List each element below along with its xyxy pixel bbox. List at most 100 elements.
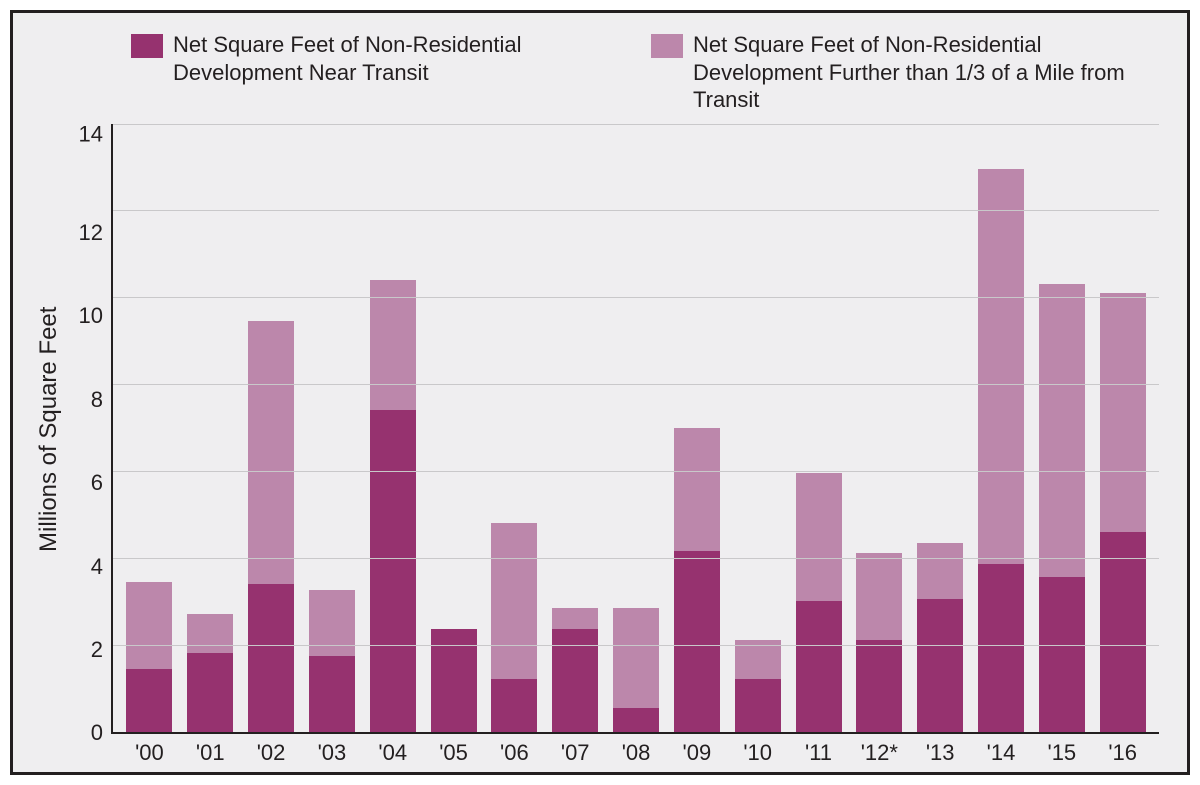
legend-swatch-further [651,34,683,58]
bar-slot [301,124,362,732]
bar-slot [423,124,484,732]
plot [111,124,1159,734]
chart-frame: Net Square Feet of Non-Residential Devel… [10,10,1190,775]
bar-segment-further [613,608,659,708]
bar-stack [552,608,598,732]
x-tick: '05 [423,740,484,766]
x-tick: '09 [666,740,727,766]
gridline [113,124,1159,125]
bar-slot [484,124,545,732]
bar-segment-near [856,640,902,731]
bar-segment-further [674,428,720,552]
bars-container [113,124,1159,732]
y-tick: 12 [67,220,103,246]
x-tick: '03 [301,740,362,766]
x-tick: '13 [910,740,971,766]
bar-slot [180,124,241,732]
bar-segment-further [248,321,294,584]
bar-stack [917,543,963,732]
legend-label-further: Net Square Feet of Non-Residential Devel… [693,31,1131,114]
legend-item-near: Net Square Feet of Non-Residential Devel… [131,31,611,114]
gridline [113,645,1159,646]
y-tick: 2 [67,637,103,663]
bar-segment-near [1100,532,1146,732]
bar-stack [126,582,172,732]
bar-stack [735,640,781,731]
bar-segment-near [126,669,172,732]
legend-label-near: Net Square Feet of Non-Residential Devel… [173,31,611,86]
gridline [113,471,1159,472]
x-tick: '11 [788,740,849,766]
bar-segment-near [735,679,781,731]
gridline [113,558,1159,559]
bar-slot [971,124,1032,732]
bar-slot [241,124,302,732]
legend-swatch-near [131,34,163,58]
bar-segment-near [978,564,1024,731]
bar-segment-near [491,679,537,731]
bar-stack [370,280,416,732]
bar-segment-near [248,584,294,732]
y-tick: 14 [67,121,103,147]
x-tick: '07 [545,740,606,766]
x-tick: '04 [362,740,423,766]
bar-stack [674,428,720,732]
bar-slot [606,124,667,732]
bar-slot [119,124,180,732]
bar-segment-near [917,599,963,731]
bar-segment-further [1039,284,1085,577]
bar-segment-further [309,590,355,655]
bar-stack [309,590,355,731]
bar-stack [1039,284,1085,731]
bar-segment-near [1039,577,1085,731]
x-axis-ticks: '00'01'02'03'04'05'06'07'08'09'10'11'12*… [113,734,1159,766]
x-tick: '08 [606,740,667,766]
bar-segment-further [796,473,842,601]
bar-slot [727,124,788,732]
gridline [113,384,1159,385]
bar-segment-further [856,553,902,640]
bar-segment-further [978,169,1024,564]
bar-segment-near [370,410,416,731]
gridline [113,210,1159,211]
bar-stack [491,523,537,731]
bar-slot [362,124,423,732]
x-tick: '02 [241,740,302,766]
plot-area: Millions of Square Feet 14121086420 [31,124,1159,734]
bar-slot [910,124,971,732]
bar-stack [796,473,842,731]
y-tick: 0 [67,720,103,746]
y-tick: 8 [67,387,103,413]
bar-stack [978,169,1024,731]
bar-segment-further [187,614,233,653]
bar-segment-further [1100,293,1146,532]
y-tick: 10 [67,303,103,329]
x-tick: '12* [849,740,910,766]
legend: Net Square Feet of Non-Residential Devel… [131,31,1159,114]
bar-slot [1031,124,1092,732]
bar-segment-further [491,523,537,679]
bar-segment-further [370,280,416,410]
x-tick: '06 [484,740,545,766]
bar-stack [187,614,233,731]
y-axis-ticks: 14121086420 [67,124,111,734]
bar-stack [856,553,902,731]
x-tick: '01 [180,740,241,766]
bar-segment-further [917,543,963,599]
bar-stack [1100,293,1146,732]
bar-slot [788,124,849,732]
x-tick: '16 [1092,740,1153,766]
legend-item-further: Net Square Feet of Non-Residential Devel… [651,31,1131,114]
y-tick: 6 [67,470,103,496]
bar-stack [248,321,294,731]
bar-segment-near [674,551,720,731]
x-tick: '10 [727,740,788,766]
bar-stack [613,608,659,732]
bar-segment-near [613,708,659,732]
bar-segment-near [796,601,842,731]
gridline [113,297,1159,298]
x-tick: '00 [119,740,180,766]
bar-slot [849,124,910,732]
bar-segment-near [309,656,355,732]
bar-segment-further [126,582,172,669]
